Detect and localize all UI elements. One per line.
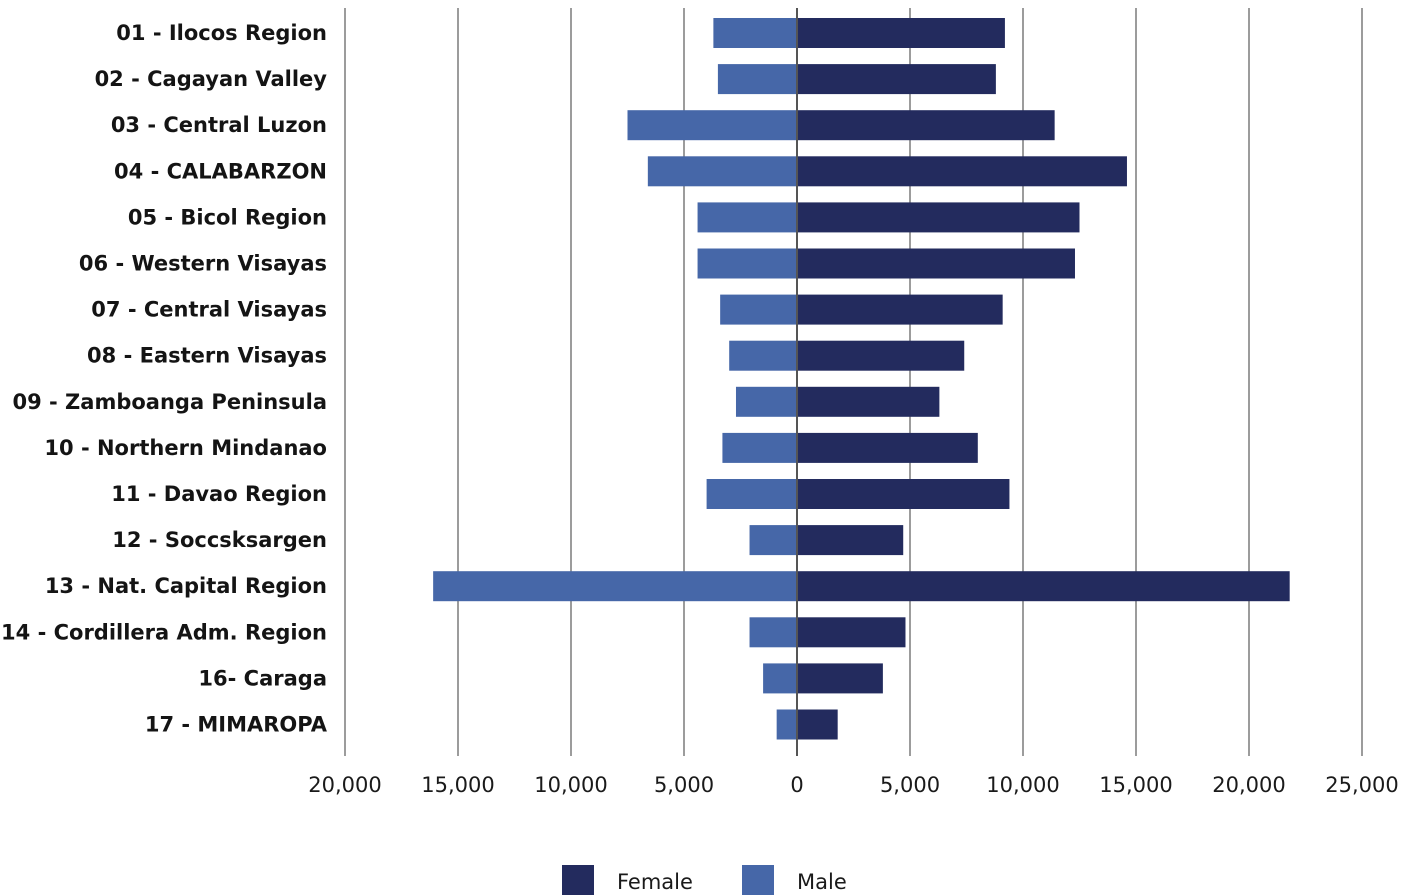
bar-male	[627, 110, 797, 141]
category-label: 07 - Central Visayas	[91, 298, 327, 322]
x-tick-label: 10,000	[534, 773, 607, 797]
bar-male	[749, 617, 797, 648]
bars-layer	[433, 18, 1290, 740]
category-label: 08 - Eastern Visayas	[87, 344, 327, 368]
category-label: 05 - Bicol Region	[128, 205, 327, 229]
bar-female	[797, 156, 1127, 187]
bar-female	[797, 340, 965, 371]
category-label: 12 - Soccsksargen	[112, 528, 327, 552]
bar-female	[797, 571, 1290, 602]
x-tick-label: 20,000	[308, 773, 381, 797]
bar-male	[776, 709, 797, 740]
x-tick-label: 15,000	[1099, 773, 1172, 797]
category-label: 10 - Northern Mindanao	[44, 436, 327, 460]
category-label: 17 - MIMAROPA	[145, 713, 328, 737]
legend: Female Male	[562, 865, 847, 895]
bar-female	[797, 479, 1010, 509]
legend-label-male: Male	[797, 870, 847, 894]
bar-female	[797, 386, 940, 417]
category-labels: 01 - Ilocos Region 02 - Cagayan Valley 03 …	[1, 21, 328, 737]
category-label: 11 - Davao Region	[111, 482, 327, 506]
bar-female	[797, 294, 1003, 325]
bar-female	[797, 432, 978, 463]
bar-male	[706, 479, 797, 509]
x-tick-labels: 20,000 15,000 10,000 5,000 0 5,000 10,000 15,00…	[308, 773, 1398, 797]
x-tick-label: 15,000	[421, 773, 494, 797]
bar-female	[797, 525, 904, 556]
category-label: 01 - Ilocos Region	[116, 21, 327, 45]
category-label: 06 - Western Visayas	[79, 252, 327, 276]
legend-swatch-male	[742, 865, 774, 895]
bar-male	[647, 156, 797, 187]
category-label: 03 - Central Luzon	[111, 113, 327, 137]
bar-female	[797, 18, 1005, 48]
category-label: 02 - Cagayan Valley	[95, 67, 328, 91]
category-label: 04 - CALABARZON	[114, 159, 327, 183]
x-tick-label: 5,000	[880, 773, 940, 797]
bar-male	[763, 663, 797, 694]
legend-swatch-female	[562, 865, 594, 895]
bar-male	[697, 248, 797, 279]
x-tick-label: 0	[790, 773, 803, 797]
bar-male	[717, 64, 797, 95]
bar-female	[797, 110, 1055, 141]
bar-male	[697, 202, 797, 233]
x-tick-label: 20,000	[1212, 773, 1285, 797]
bar-female	[797, 248, 1075, 279]
x-tick-label: 10,000	[986, 773, 1059, 797]
bar-female	[797, 709, 838, 740]
x-tick-label: 5,000	[654, 773, 714, 797]
category-label: 09 - Zamboanga Peninsula	[13, 390, 328, 414]
bar-male	[735, 386, 797, 417]
legend-label-female: Female	[617, 870, 693, 894]
category-label: 16- Caraga	[198, 666, 327, 690]
category-label: 14 - Cordillera Adm. Region	[1, 620, 327, 644]
bar-female	[797, 663, 883, 694]
bar-female	[797, 202, 1080, 233]
bar-male	[722, 432, 797, 463]
category-label: 13 - Nat. Capital Region	[45, 574, 327, 598]
bar-male	[729, 340, 797, 371]
x-tick-label: 25,000	[1325, 773, 1398, 797]
bar-male	[749, 525, 797, 556]
bar-male	[720, 294, 797, 325]
bar-female	[797, 64, 996, 95]
bar-female	[797, 617, 906, 648]
bar-male	[433, 571, 797, 602]
bar-male	[713, 18, 797, 48]
